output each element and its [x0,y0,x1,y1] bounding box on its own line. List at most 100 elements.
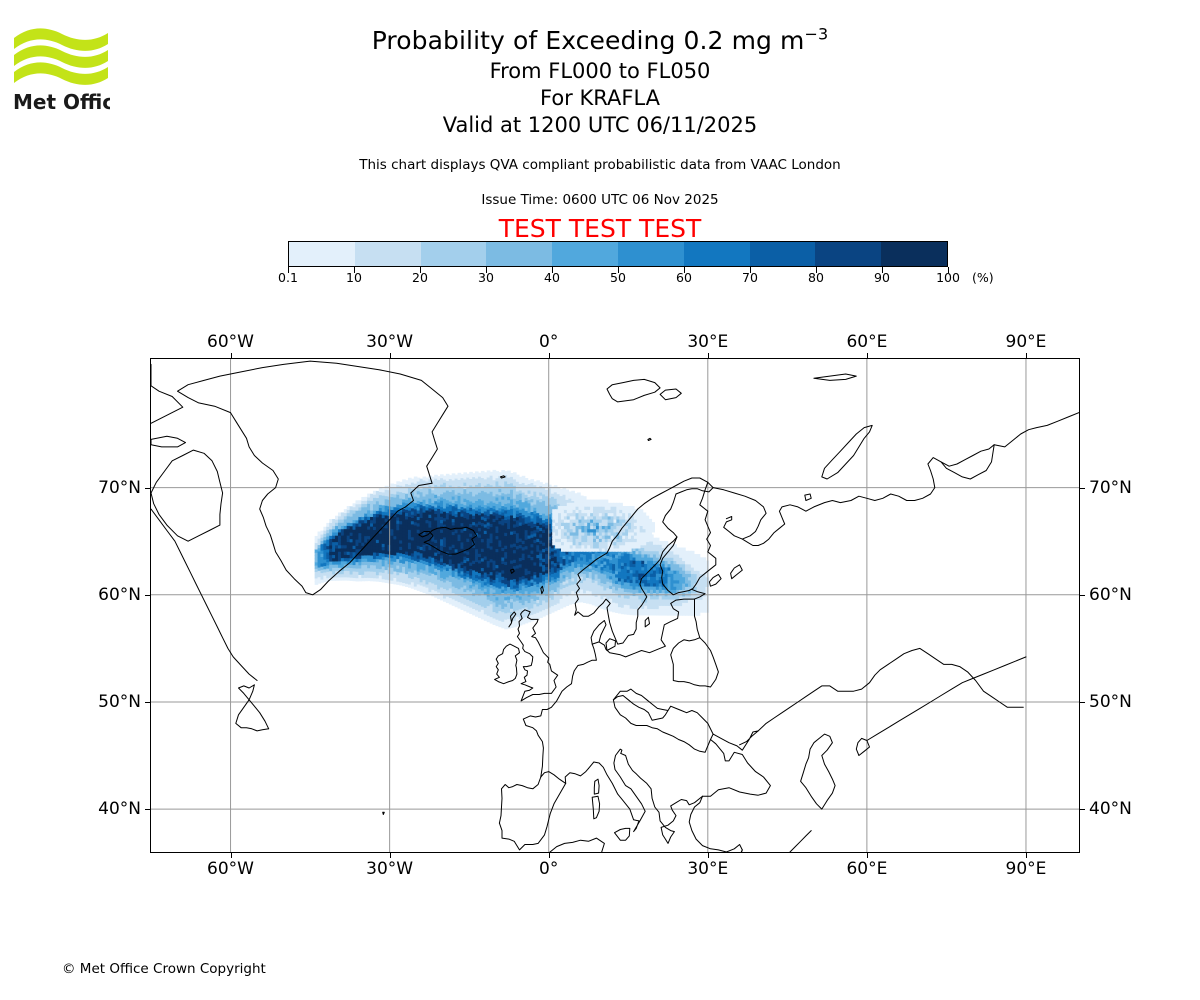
plume-cell [613,531,618,536]
plume-cell [337,541,342,546]
plume-cell [562,561,567,566]
plume-cell [448,516,453,521]
plume-cell [367,512,371,517]
plume-cell [693,563,698,568]
plume-cell [590,531,594,536]
plume-cell [623,597,628,602]
ash-probability-map[interactable] [150,358,1080,853]
plume-cell [475,532,479,537]
plume-cell [693,602,698,607]
plume-cell [437,579,441,583]
plume-cell [626,594,631,599]
plume-cell [463,607,468,612]
plume-cell [545,498,549,503]
plume-cell [419,546,424,551]
plume-cell [457,546,462,551]
plume-cell [454,558,459,563]
plume-cell [568,555,572,560]
plume-cell [539,549,543,554]
plume-cell [431,563,435,568]
plume-cell [410,523,415,528]
plume-cell [431,515,435,520]
plume-cell [480,541,485,546]
plume-cell [504,493,508,498]
tick-left-70°N [145,487,150,489]
plume-cell [607,512,612,517]
plume-cell [595,541,600,546]
plume-cell [390,483,395,488]
plume-cell [393,506,398,511]
plume-cell [451,486,456,491]
plume-cell [434,551,438,556]
plume-cell [486,518,491,523]
plume-cell [562,490,567,495]
plume-cell [335,544,339,549]
plume-cell [489,471,494,476]
plume-cell [501,585,505,590]
plume-cell [673,553,677,558]
plume-cell [346,570,351,575]
plume-cell [402,492,406,497]
plume-cell [501,521,505,526]
plume-cell [552,518,556,523]
tick-left-60°N [145,594,150,596]
plume-cell [428,568,433,573]
plume-cell [530,569,535,574]
plume-cell [600,585,605,590]
plume-cell [562,603,567,608]
plume-cell [469,529,473,534]
plume-cell [355,522,360,527]
plume-cell [679,586,683,590]
plume-cell [547,552,552,557]
plume-cell [343,547,348,552]
plume-cell [658,544,663,549]
plume-cell [645,531,650,536]
plume-cell [425,548,430,553]
plume-cell [603,586,607,591]
plume-cell [399,542,403,547]
plume-cell [536,483,540,488]
plume-cell [442,501,447,506]
plume-cell [475,490,479,495]
plume-cell [696,602,701,607]
plume-cell [507,512,511,517]
plume-cell [587,547,591,552]
plume-cell [603,570,607,575]
plume-cell [381,543,386,548]
plume-cell [413,556,418,561]
plume-cell [422,585,427,590]
plume-cell [407,477,412,482]
plume-cell [390,544,395,549]
plume-cell [612,608,616,613]
plume-cell [422,524,427,529]
plume-cell [652,540,657,545]
plume-cell [612,598,616,603]
plume-cell [588,571,593,576]
plume-cell [620,581,625,586]
plume-cell [358,506,363,511]
plume-cell [480,560,485,565]
plume-cell [463,575,468,580]
plume-cell [521,514,526,519]
plume-cell [346,506,351,510]
plume-cell [413,476,418,481]
plume-cell [372,555,377,559]
plume-cell [635,553,640,558]
plume-cell [690,605,695,610]
plume-cell [495,487,500,492]
plume-cell [434,526,438,531]
plume-cell [524,523,529,527]
plume-cell [445,531,450,536]
plume-cell [650,598,654,603]
plume-cell [571,555,575,559]
plume-cell [642,531,647,536]
plume-cell [498,549,502,554]
plume-cell [413,515,418,520]
plume-cell [696,579,701,584]
plume-cell [405,570,409,575]
plume-cell [652,573,657,577]
plume-cell [533,616,537,621]
plume-cell [352,548,357,553]
plume-cell [641,569,645,574]
plume-cell [687,566,692,571]
